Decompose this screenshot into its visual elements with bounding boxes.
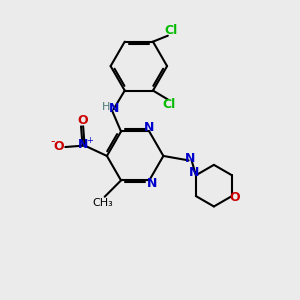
Text: N: N bbox=[108, 102, 119, 115]
Text: O: O bbox=[53, 140, 64, 153]
Text: +: + bbox=[86, 136, 93, 145]
Text: Cl: Cl bbox=[164, 24, 177, 37]
Text: N: N bbox=[185, 152, 195, 164]
Text: O: O bbox=[78, 114, 88, 127]
Text: H: H bbox=[101, 102, 110, 112]
Text: Cl: Cl bbox=[163, 98, 176, 111]
Text: N: N bbox=[78, 138, 88, 151]
Text: O: O bbox=[230, 191, 240, 204]
Text: N: N bbox=[144, 122, 154, 134]
Text: -: - bbox=[51, 135, 55, 148]
Text: N: N bbox=[189, 166, 200, 179]
Text: CH₃: CH₃ bbox=[93, 198, 114, 208]
Text: N: N bbox=[147, 177, 158, 190]
